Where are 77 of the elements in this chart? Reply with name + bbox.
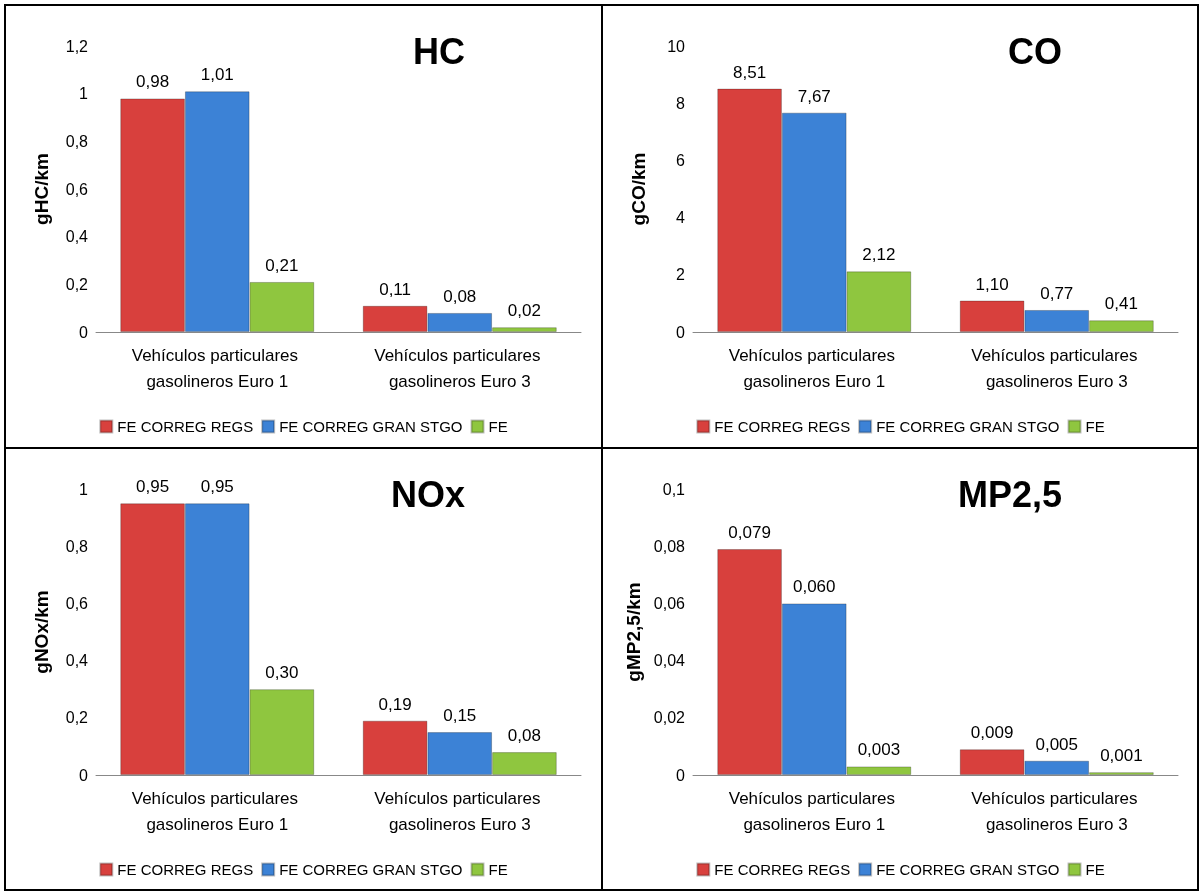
y-tick-label: 4 <box>675 209 685 227</box>
y-tick-label: 0 <box>675 766 685 783</box>
data-label: 0,15 <box>443 705 477 725</box>
x-tick-label: Vehículos particulares gasolineros Euro 1 <box>728 345 900 391</box>
x-tick-label: Vehículos particulares gasolineros Euro 3 <box>374 345 546 391</box>
data-label: 0,079 <box>727 522 771 542</box>
data-label: 8,51 <box>732 62 766 82</box>
y-tick-label: 10 <box>666 37 685 55</box>
legend-label: FE CORREG REGS <box>117 418 254 435</box>
x-tick-label: Vehículos particulares gasolineros Euro 3 <box>970 788 1142 833</box>
x-tick-label: Vehículos particulares gasolineros Euro 1 <box>131 345 303 391</box>
y-axis-title: gCO/km <box>627 152 649 226</box>
data-label: 0,77 <box>1039 283 1073 303</box>
x-tick-label: Vehículos particulares gasolineros Euro 3 <box>970 345 1142 391</box>
legend-label: FE CORREG REGS <box>713 860 850 878</box>
y-tick-label: 0,4 <box>65 228 89 246</box>
y-tick-label: 0 <box>79 323 89 341</box>
y-tick-label: 0,08 <box>653 537 685 555</box>
y-tick-label: 0,04 <box>653 651 685 669</box>
data-label: 0,009 <box>970 722 1013 742</box>
y-tick-label: 0,1 <box>662 480 685 497</box>
y-tick-label: 0 <box>79 766 89 783</box>
x-tick-label: Vehículos particulares gasolineros Euro 1 <box>728 788 900 833</box>
legend-label: FE CORREG GRAN STGO <box>875 418 1060 435</box>
legend-label: FE <box>488 860 508 878</box>
y-axis-title: gNOx/km <box>31 589 52 674</box>
chart-title: CO <box>1007 30 1062 72</box>
data-label: 0,060 <box>792 576 836 596</box>
y-tick-label: 6 <box>675 151 685 169</box>
y-tick-label: 0,4 <box>65 651 89 669</box>
y-tick-label: 0,8 <box>65 537 89 555</box>
data-label: 2,12 <box>861 245 895 265</box>
data-label: 0,08 <box>507 725 541 745</box>
data-label: 0,19 <box>378 694 412 714</box>
y-tick-label: 0 <box>675 323 685 341</box>
y-tick-label: 8 <box>675 94 685 112</box>
data-label: 0,98 <box>136 72 170 92</box>
data-label: 7,67 <box>797 86 831 106</box>
y-tick-label: 0,6 <box>65 594 89 612</box>
y-tick-label: 1,2 <box>65 37 89 55</box>
data-label: 0,003 <box>857 739 900 759</box>
legend-label: FE CORREG REGS <box>713 418 850 435</box>
legend-label: FE <box>1085 418 1105 435</box>
y-tick-label: 0,02 <box>653 708 685 726</box>
legend-label: FE <box>1085 860 1105 878</box>
data-label: 0,21 <box>265 255 299 275</box>
legend-label: FE CORREG GRAN STGO <box>279 860 463 878</box>
data-label: 1,01 <box>200 65 234 85</box>
x-tick-label: Vehículos particulares gasolineros Euro 1 <box>131 788 303 833</box>
y-tick-label: 2 <box>675 266 685 284</box>
data-label: 0,001 <box>1099 745 1143 765</box>
data-label: 0,11 <box>379 279 411 299</box>
data-label: 0,30 <box>265 662 299 682</box>
data-label: 0,95 <box>136 476 170 496</box>
y-axis-title: gMP2,5/km <box>622 581 644 682</box>
chart-title: HC <box>413 30 466 72</box>
y-tick-label: 1 <box>79 480 89 497</box>
data-label: 0,005 <box>1034 734 1078 754</box>
y-tick-label: 0,06 <box>653 594 685 612</box>
chart-title: NOx <box>391 473 466 514</box>
y-tick-label: 0,8 <box>65 132 89 150</box>
y-tick-label: 0,6 <box>65 180 89 198</box>
y-axis-title: gHC/km <box>31 153 52 225</box>
chart-title: MP2,5 <box>957 473 1062 514</box>
data-label: 0,08 <box>443 286 477 306</box>
legend-label: FE CORREG GRAN STGO <box>279 418 463 435</box>
legend-label: FE CORREG GRAN STGO <box>875 860 1060 878</box>
y-tick-label: 0,2 <box>65 275 89 293</box>
data-label: 1,10 <box>975 274 1009 294</box>
legend-label: FE <box>488 418 508 435</box>
data-label: 0,02 <box>507 301 541 321</box>
x-tick-label: Vehículos particulares gasolineros Euro 3 <box>374 788 546 833</box>
y-tick-label: 0,2 <box>65 708 89 726</box>
y-tick-label: 1 <box>79 85 89 103</box>
data-label: 0,41 <box>1104 294 1138 314</box>
legend-label: FE CORREG REGS <box>117 860 254 878</box>
data-label: 0,95 <box>200 476 234 496</box>
